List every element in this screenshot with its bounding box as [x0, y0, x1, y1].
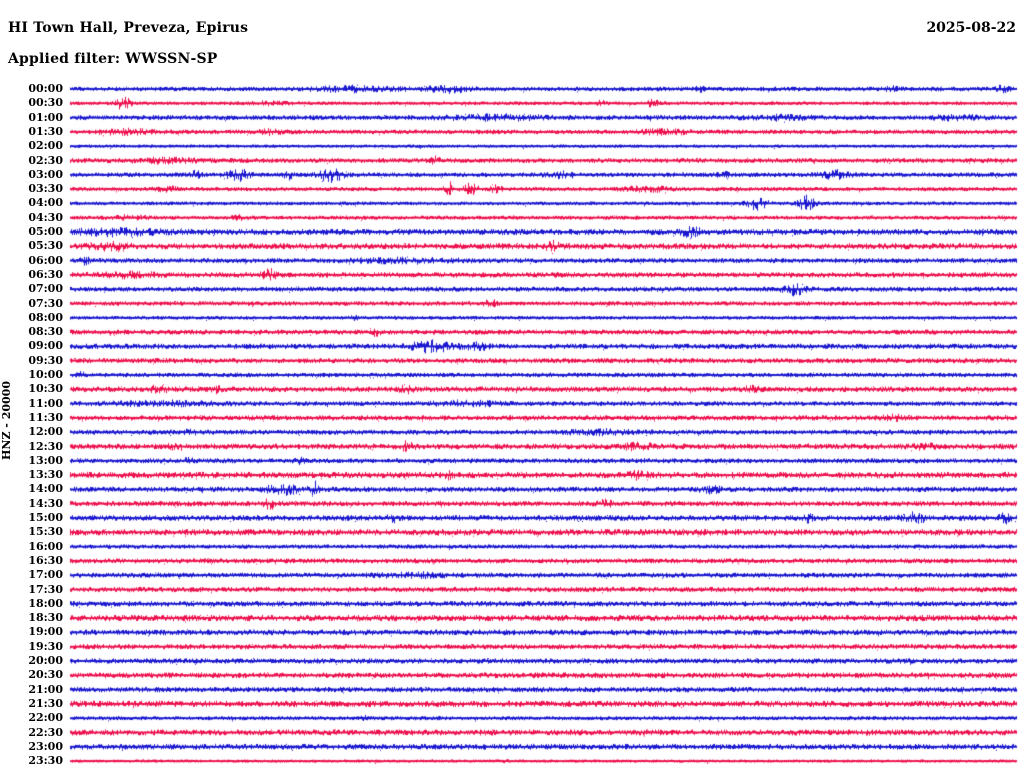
time-label: 13:30	[28, 468, 63, 482]
time-label: 02:30	[28, 153, 63, 167]
time-label: 19:30	[28, 639, 63, 653]
time-label: 00:00	[28, 82, 63, 95]
time-label: 02:00	[28, 139, 63, 153]
time-label: 20:00	[28, 654, 63, 667]
time-label: 08:30	[28, 325, 63, 339]
time-label: 05:00	[28, 225, 63, 238]
time-label: 16:30	[28, 553, 63, 567]
time-label: 21:30	[28, 696, 63, 710]
time-label: 10:00	[28, 368, 63, 381]
time-label: 07:30	[28, 296, 63, 310]
time-label: 09:30	[28, 353, 63, 367]
time-label: 23:30	[28, 754, 63, 768]
time-label: 12:30	[28, 439, 63, 453]
time-label: 11:30	[28, 410, 63, 424]
time-label: 17:30	[28, 582, 63, 596]
time-label: 10:30	[28, 382, 63, 396]
time-label: 22:00	[28, 711, 63, 725]
time-label: 14:30	[28, 496, 63, 510]
time-label: 22:30	[28, 725, 63, 739]
time-label: 20:30	[28, 668, 63, 682]
time-label: 03:00	[28, 167, 63, 181]
time-label: 06:00	[28, 253, 63, 267]
time-label: 09:00	[28, 339, 63, 353]
time-label: 15:30	[28, 525, 63, 539]
time-label: 07:00	[28, 282, 63, 296]
time-label: 17:00	[28, 568, 63, 582]
time-label: 16:00	[28, 539, 63, 553]
time-label: 12:00	[28, 425, 63, 439]
time-label: 03:30	[28, 182, 63, 196]
time-label: 11:00	[28, 396, 63, 410]
time-label: 04:30	[28, 210, 63, 224]
time-label: 18:00	[28, 596, 63, 610]
time-label: 05:30	[28, 239, 63, 253]
time-label: 14:00	[28, 482, 63, 496]
time-label: 21:00	[28, 682, 63, 696]
time-label: 00:30	[28, 96, 63, 110]
time-label: 19:00	[28, 625, 63, 639]
time-label: 04:00	[28, 196, 63, 210]
time-label: 01:30	[28, 124, 63, 138]
time-label: 18:30	[28, 611, 63, 625]
time-label: 15:00	[28, 511, 63, 524]
time-label: 23:00	[28, 739, 63, 753]
time-labels-column: 00:00 00:30 01:00 01:30 02:00 02:30 03:00 03:30…	[0, 0, 64, 780]
time-label: 01:00	[28, 110, 63, 124]
time-label: 08:00	[28, 310, 63, 324]
time-label: 13:00	[28, 453, 63, 467]
time-label: 06:30	[28, 267, 63, 281]
